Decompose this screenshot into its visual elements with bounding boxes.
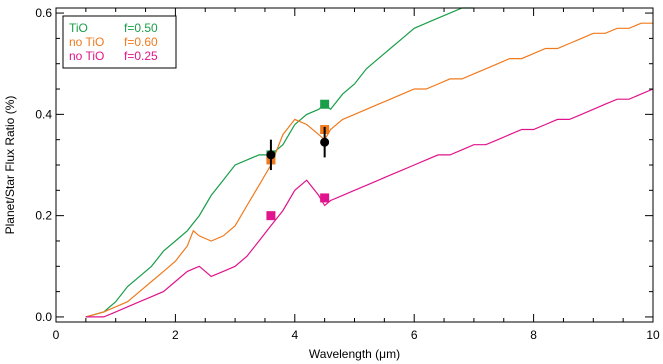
band-point-marker-6 bbox=[320, 193, 330, 203]
legend-param: f=0.50 bbox=[124, 21, 158, 35]
series-layer bbox=[85, 7, 654, 318]
legend: TiO f=0.50 no TiO f=0.60 no TiO f=0.25 bbox=[62, 15, 177, 69]
legend-label: TiO bbox=[69, 21, 88, 35]
y-tick-label: 0.2 bbox=[35, 209, 52, 223]
x-tick-label: 10 bbox=[646, 328, 660, 342]
y-tick-label: 0.6 bbox=[35, 6, 52, 20]
x-tick-label: 2 bbox=[172, 328, 179, 342]
band-point-marker-2 bbox=[320, 99, 330, 109]
legend-box bbox=[62, 15, 177, 69]
x-axis: 0 2 4 6 8 10 bbox=[53, 8, 660, 342]
x-tick-label: 0 bbox=[53, 328, 60, 342]
legend-param: f=0.25 bbox=[124, 49, 158, 63]
x-tick-label: 4 bbox=[291, 328, 298, 342]
x-tick-label: 8 bbox=[530, 328, 537, 342]
observation-point-1 bbox=[266, 150, 276, 160]
x-axis-title: Wavelength (μm) bbox=[309, 347, 400, 361]
y-tick-label: 0.4 bbox=[35, 107, 52, 121]
series-line-2 bbox=[85, 22, 653, 318]
y-axis-title: Planet/Star Flux Ratio (%) bbox=[3, 96, 17, 235]
band-point-marker-5 bbox=[266, 211, 276, 221]
legend-label: no TiO bbox=[69, 49, 104, 63]
legend-param: f=0.60 bbox=[124, 35, 158, 49]
legend-label: no TiO bbox=[69, 35, 104, 49]
observation-point-2 bbox=[320, 137, 330, 147]
observation-layer bbox=[266, 127, 330, 171]
series-line-3 bbox=[85, 88, 654, 318]
y-tick-label: 0.0 bbox=[35, 310, 52, 324]
x-tick-label: 6 bbox=[411, 328, 418, 342]
y-axis: 0.0 0.2 0.4 0.6 bbox=[35, 6, 653, 324]
series-line-1 bbox=[85, 7, 474, 318]
